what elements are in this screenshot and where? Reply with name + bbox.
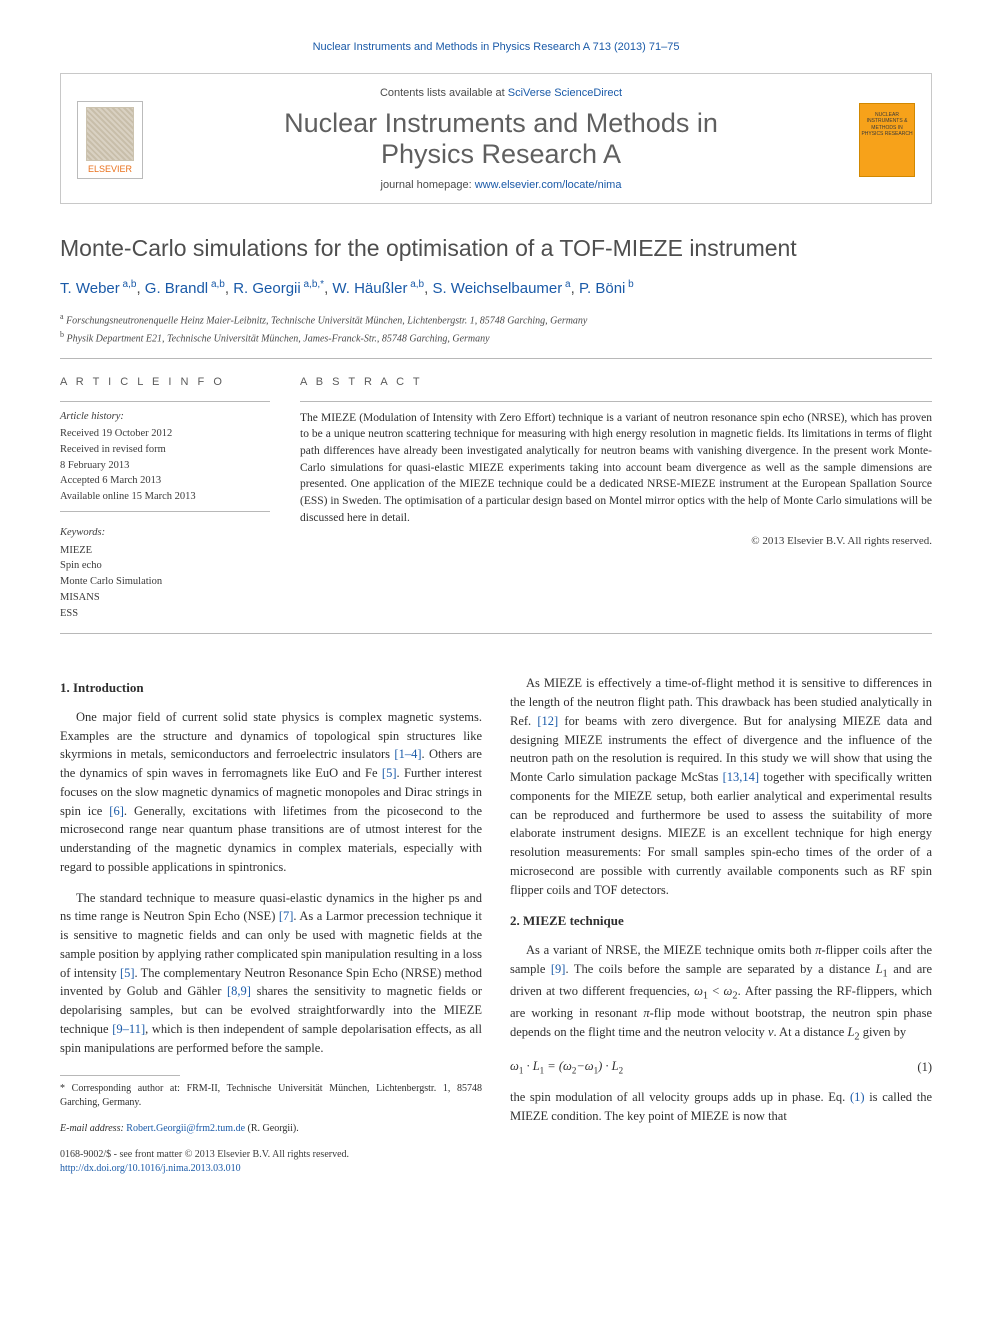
affil-b: Physik Department E21, Technische Univer… (67, 333, 490, 344)
info-abstract-row: A R T I C L E I N F O Article history: R… (60, 375, 932, 621)
homepage-line: journal homepage: www.elsevier.com/locat… (157, 178, 845, 193)
doi-link[interactable]: http://dx.doi.org/10.1016/j.nima.2013.03… (60, 1163, 241, 1174)
section-heading-mieze: 2. MIEZE technique (510, 911, 932, 931)
affiliations: a Forschungsneutronenquelle Heinz Maier-… (60, 311, 932, 346)
keyword: MIEZE (60, 543, 270, 559)
author-list: T. Weber a,b, G. Brandl a,b, R. Georgii … (60, 278, 932, 299)
keyword: MISANS (60, 590, 270, 606)
citation-link[interactable]: [6] (109, 804, 124, 818)
equation-body: ω1 · L1 = (ω2−ω1) · L2 (510, 1057, 623, 1078)
keyword: Spin echo (60, 558, 270, 574)
journal-name: Nuclear Instruments and Methods in Physi… (157, 108, 845, 170)
citation-link[interactable]: [9–11] (112, 1022, 145, 1036)
paragraph: the spin modulation of all velocity grou… (510, 1088, 932, 1126)
citation-link[interactable]: [5] (120, 966, 135, 980)
citation-link[interactable]: [5] (382, 766, 397, 780)
cover-text: NUCLEAR INSTRUMENTS & METHODS IN PHYSICS… (861, 112, 912, 138)
journal-name-l2: Physics Research A (381, 139, 621, 169)
keywords-label: Keywords: (60, 526, 270, 541)
article-info: A R T I C L E I N F O Article history: R… (60, 375, 270, 621)
journal-name-l1: Nuclear Instruments and Methods in (284, 108, 718, 138)
running-header-link[interactable]: Nuclear Instruments and Methods in Physi… (313, 41, 680, 53)
divider (60, 401, 270, 402)
affil-link[interactable]: b (628, 279, 634, 290)
article-info-label: A R T I C L E I N F O (60, 375, 270, 390)
history-line: Accepted 6 March 2013 (60, 473, 270, 489)
email-person: (R. Georgii). (245, 1123, 299, 1134)
divider (300, 401, 932, 402)
issn-line: 0168-9002/$ - see front matter © 2013 El… (60, 1148, 482, 1162)
footnote-block: * Corresponding author at: FRM-II, Techn… (60, 1075, 482, 1176)
journal-header-box: ELSEVIER Contents lists available at Sci… (60, 73, 932, 204)
affil-link[interactable]: a,b (211, 279, 225, 290)
history-line: Received 19 October 2012 (60, 426, 270, 442)
journal-cover-thumb[interactable]: NUCLEAR INSTRUMENTS & METHODS IN PHYSICS… (859, 103, 915, 177)
journal-center: Contents lists available at SciVerse Sci… (157, 86, 845, 193)
footer-meta: 0168-9002/$ - see front matter © 2013 El… (60, 1148, 482, 1176)
email-footnote: E-mail address: Robert.Georgii@frm2.tum.… (60, 1122, 482, 1136)
history-line: Received in revised form (60, 442, 270, 458)
elsevier-logo[interactable]: ELSEVIER (77, 101, 143, 179)
copyright: © 2013 Elsevier B.V. All rights reserved… (300, 534, 932, 549)
abstract-body: The MIEZE (Modulation of Intensity with … (300, 410, 932, 527)
affil-a: Forschungsneutronenquelle Heinz Maier-Le… (66, 316, 587, 327)
equation-number: (1) (917, 1058, 932, 1077)
article-title: Monte-Carlo simulations for the optimisa… (60, 232, 932, 264)
citation-link[interactable]: [1–4] (394, 747, 421, 761)
elsevier-label: ELSEVIER (88, 163, 132, 176)
affil-link[interactable]: a,b (410, 279, 424, 290)
sciencedirect-link[interactable]: SciVerse ScienceDirect (508, 87, 622, 99)
paragraph: The standard technique to measure quasi-… (60, 889, 482, 1058)
contents-line: Contents lists available at SciVerse Sci… (157, 86, 845, 101)
author-link[interactable]: R. Georgii (233, 280, 301, 297)
section-heading-intro: 1. Introduction (60, 678, 482, 698)
history-label: Article history: (60, 410, 270, 425)
paragraph: As MIEZE is effectively a time-of-flight… (510, 674, 932, 899)
email-link[interactable]: Robert.Georgii@frm2.tum.de (126, 1123, 245, 1134)
author-link[interactable]: S. Weichselbaumer (432, 280, 562, 297)
footnote-divider (60, 1075, 180, 1076)
affil-link[interactable]: a,b (123, 279, 137, 290)
citation-link[interactable]: [9] (551, 962, 566, 976)
author-link[interactable]: W. Häußler (332, 280, 407, 297)
affil-link[interactable]: a (565, 279, 571, 290)
divider (60, 511, 270, 512)
paragraph: As a variant of NRSE, the MIEZE techniqu… (510, 941, 932, 1045)
equation-1: ω1 · L1 = (ω2−ω1) · L2 (1) (510, 1057, 932, 1078)
abstract-label: A B S T R A C T (300, 375, 932, 390)
citation-link[interactable]: [13,14] (723, 770, 759, 784)
page: Nuclear Instruments and Methods in Physi… (0, 0, 992, 1206)
running-header: Nuclear Instruments and Methods in Physi… (60, 40, 932, 55)
citation-link[interactable]: [8,9] (227, 984, 251, 998)
citation-link[interactable]: [7] (279, 909, 294, 923)
history-line: 8 February 2013 (60, 458, 270, 474)
author-link[interactable]: T. Weber (60, 280, 120, 297)
keyword: Monte Carlo Simulation (60, 574, 270, 590)
citation-link[interactable]: [12] (537, 714, 558, 728)
homepage-link[interactable]: www.elsevier.com/locate/nima (475, 179, 622, 191)
equation-ref-link[interactable]: (1) (850, 1090, 865, 1104)
corresponding-author-footnote: * Corresponding author at: FRM-II, Techn… (60, 1082, 482, 1110)
author-link[interactable]: G. Brandl (145, 280, 208, 297)
author-link[interactable]: P. Böni (579, 280, 625, 297)
email-label: E-mail address: (60, 1123, 126, 1134)
history-line: Available online 15 March 2013 (60, 489, 270, 505)
contents-prefix: Contents lists available at (380, 87, 508, 99)
elsevier-tree-icon (86, 107, 134, 161)
divider (60, 358, 932, 359)
paragraph: One major field of current solid state p… (60, 708, 482, 877)
abstract: A B S T R A C T The MIEZE (Modulation of… (300, 375, 932, 621)
divider (60, 633, 932, 634)
body-columns: 1. Introduction One major field of curre… (60, 674, 932, 1176)
homepage-prefix: journal homepage: (381, 179, 475, 191)
affil-link[interactable]: a,b,* (304, 279, 325, 290)
keyword: ESS (60, 606, 270, 622)
